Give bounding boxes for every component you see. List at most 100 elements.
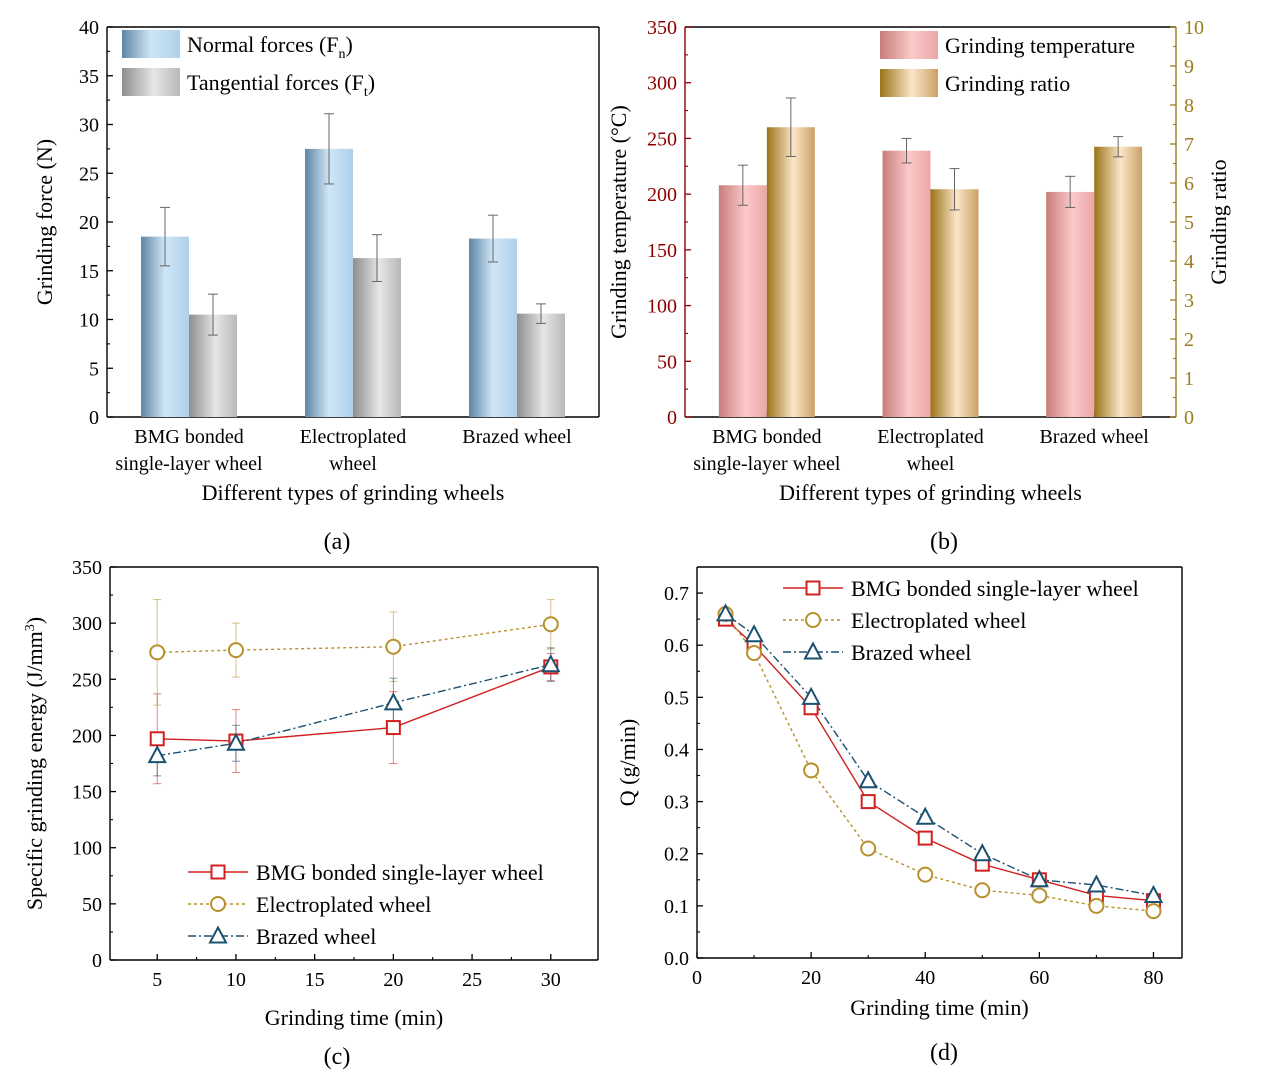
right-y-tick-label: 5 — [1184, 212, 1194, 234]
x-axis-title: Grinding time (min) — [850, 995, 1028, 1020]
y-tick-label: 5 — [89, 358, 99, 380]
y-tick-label: 25 — [79, 163, 99, 185]
legend-label: Brazed wheel — [256, 924, 376, 949]
y-axis-title: Grinding ratio — [1206, 159, 1231, 284]
bar — [141, 236, 189, 417]
data-point-square — [860, 794, 876, 810]
y-tick-label: 200 — [72, 725, 102, 747]
panel-d-line-chart: 0.0 0.1 0.2 0.3 0.4 0.5 0.6 0.7 0 20 40 60 80 BMG bon… — [615, 566, 1183, 1066]
data-point-triangle — [208, 925, 228, 944]
right-y-tick-label: 2 — [1184, 329, 1194, 351]
legend-label: Electroplated wheel — [851, 608, 1026, 633]
y-tick-label: 350 — [647, 17, 677, 39]
y-tick-label: 100 — [647, 296, 677, 318]
y-axis-title-part: Grinding force (N) — [32, 139, 57, 305]
x-tick-label: wheel — [907, 453, 955, 475]
x-tick-label: 15 — [305, 969, 325, 991]
y-tick-label: 0 — [89, 407, 99, 429]
data-point-circle — [385, 638, 402, 655]
panel-label: (d) — [930, 1040, 958, 1066]
legend-swatch — [122, 68, 180, 96]
bar — [517, 313, 565, 417]
bar — [469, 238, 517, 417]
y-tick-label: 250 — [72, 669, 102, 691]
x-axis-title: Grinding time (min) — [265, 1005, 443, 1030]
data-point-square — [385, 720, 401, 736]
panel-a-bar-chart: 0 5 10 15 20 25 30 35 40 BMG bonded single-layer w… — [32, 17, 600, 555]
data-point-triangle — [915, 806, 935, 825]
y-tick-label: 15 — [79, 261, 99, 283]
x-tick-label: 25 — [462, 969, 482, 991]
y-tick-label: 100 — [72, 838, 102, 860]
data-point-circle — [917, 866, 934, 883]
bar — [305, 148, 353, 417]
legend-swatch — [880, 69, 938, 97]
data-point-circle — [1088, 897, 1105, 914]
legend-label: Grinding temperature — [945, 33, 1135, 58]
legend-swatch — [122, 30, 180, 58]
y-tick-label: 150 — [72, 782, 102, 804]
x-tick-label: 5 — [152, 969, 162, 991]
bar — [766, 127, 815, 417]
data-point-square — [149, 731, 165, 747]
y-tick-label: 30 — [79, 115, 99, 137]
x-tick-label: BMG bonded — [134, 426, 243, 448]
x-tick-label: Electroplated — [877, 426, 984, 448]
legend-label: Brazed wheel — [851, 640, 971, 665]
x-tick-label: BMG bonded — [712, 426, 821, 448]
bar — [1046, 191, 1095, 417]
y-tick-label: 0 — [667, 407, 677, 429]
data-point-circle — [210, 896, 226, 912]
series-line — [157, 666, 552, 742]
y-tick-label: 50 — [82, 894, 102, 916]
data-point-circle — [860, 840, 877, 857]
y-tick-label: 0.6 — [664, 635, 689, 657]
data-point-circle — [1145, 903, 1162, 920]
y-axis-title-part: Q (g/min) — [615, 719, 640, 806]
x-tick-label: single-layer wheel — [693, 453, 841, 475]
series-line — [157, 664, 551, 757]
y-axis-title-part: Grinding temperature (°C) — [606, 105, 631, 339]
y-tick-label: 35 — [79, 66, 99, 88]
y-axis-title: Specific grinding energy (J/mm3) — [22, 617, 47, 910]
legend-text: Tangential forces (F — [187, 70, 364, 95]
bar — [353, 258, 401, 417]
data-point-circle — [805, 612, 821, 628]
data-point-triangle — [1086, 874, 1107, 893]
data-point-circle — [542, 616, 559, 633]
right-y-tick-label: 4 — [1184, 251, 1194, 273]
data-point-square — [805, 580, 821, 596]
x-tick-label: wheel — [329, 453, 377, 475]
legend-label: BMG bonded single-layer wheel — [851, 576, 1139, 601]
data-point-triangle — [972, 843, 992, 862]
y-tick-label: 300 — [72, 613, 102, 635]
data-point-circle — [1031, 887, 1048, 904]
y-tick-label: 10 — [79, 310, 99, 332]
legend-label: Electroplated wheel — [256, 892, 431, 917]
x-tick-label: Brazed wheel — [462, 426, 572, 448]
y-tick-label: 0.5 — [664, 687, 689, 709]
legend-text: Grinding ratio — [945, 71, 1070, 96]
x-tick-label: Electroplated — [300, 426, 407, 448]
data-point-triangle — [1029, 869, 1050, 888]
data-point-circle — [974, 882, 991, 899]
y-axis-title: Grinding temperature (°C) — [606, 105, 631, 339]
y-tick-label: 0.7 — [664, 583, 689, 605]
x-tick-label: 10 — [226, 969, 246, 991]
x-tick-label: single-layer wheel — [115, 453, 263, 475]
y-axis-title-part: ) — [22, 617, 47, 624]
panel-label: (b) — [930, 529, 958, 555]
legend-label: BMG bonded single-layer wheel — [256, 860, 544, 885]
x-tick-label: 30 — [541, 969, 561, 991]
data-point-square — [210, 864, 226, 880]
data-point-triangle — [801, 686, 821, 705]
y-axis-title: Q (g/min) — [615, 719, 640, 806]
data-point-triangle — [715, 603, 736, 622]
legend-swatch — [880, 31, 938, 59]
y-tick-label: 20 — [79, 212, 99, 234]
legend-label: Grinding ratio — [945, 71, 1070, 96]
right-y-tick-label: 7 — [1184, 134, 1194, 156]
legend-text-close: ) — [346, 32, 353, 57]
right-y-tick-label: 8 — [1184, 95, 1194, 117]
right-y-tick-label: 1 — [1184, 368, 1194, 390]
